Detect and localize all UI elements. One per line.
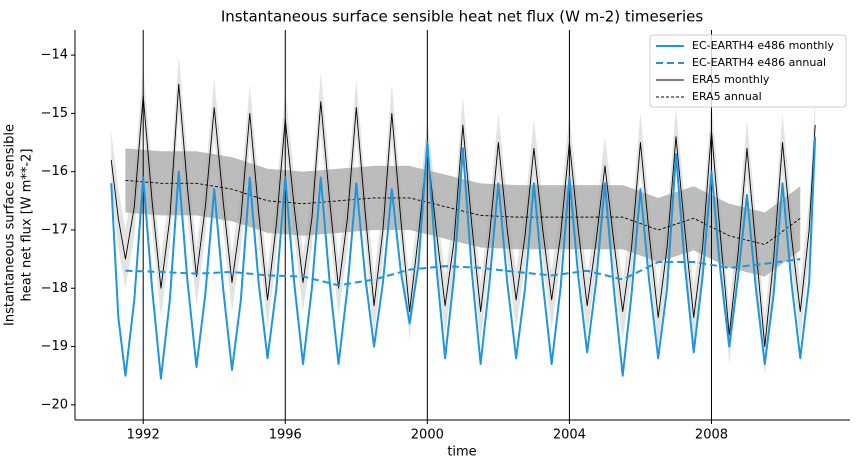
legend-label: ERA5 monthly — [692, 73, 770, 86]
y-tick-label: −18 — [41, 281, 68, 296]
legend-label: ERA5 annual — [692, 90, 762, 103]
y-tick-label: −16 — [41, 164, 68, 179]
legend: EC-EARTH4 e486 monthly EC-EARTH4 e486 ann… — [649, 34, 847, 108]
data-line — [125, 179, 801, 245]
y-tick-label: −20 — [41, 397, 68, 412]
x-tick-label: 2004 — [553, 428, 586, 443]
y-tick-label: −15 — [41, 106, 68, 121]
chart-title: Instantaneous surface sensible heat net … — [221, 8, 704, 26]
y-tick-label: −14 — [41, 48, 68, 63]
y-axis-label: Instantaneous surface sensible — [3, 124, 18, 326]
data-line — [110, 136, 817, 380]
y-tick-label: −19 — [41, 339, 68, 354]
x-axis-label: time — [447, 445, 476, 460]
y-axis-label: heat net flux [W m**-2] — [20, 149, 35, 302]
legend-label: EC-EARTH4 e486 annual — [692, 56, 826, 69]
y-tick-label: −17 — [41, 222, 68, 237]
legend-box — [649, 34, 847, 108]
x-tick-label: 1992 — [127, 428, 160, 443]
x-tick-label: 1996 — [269, 428, 302, 443]
data-line — [125, 258, 801, 287]
x-tick-label: 2000 — [411, 428, 444, 443]
x-tick-label: 2008 — [695, 428, 728, 443]
data-line — [110, 83, 816, 347]
legend-label: EC-EARTH4 e486 monthly — [692, 39, 834, 52]
